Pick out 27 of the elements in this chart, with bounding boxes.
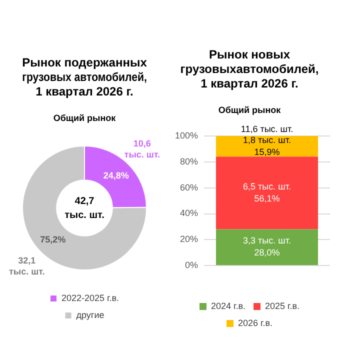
y-tick-label: 40% bbox=[180, 208, 198, 218]
bar bbox=[216, 156, 318, 230]
text: 24,8% bbox=[103, 170, 129, 181]
bar bbox=[216, 136, 318, 157]
y-tick-label: 80% bbox=[180, 156, 198, 166]
legend-label: другие bbox=[76, 310, 104, 320]
annotation: 11,6 тыс. шт. bbox=[240, 124, 294, 134]
legend-label: 2026 г.в. bbox=[238, 318, 273, 328]
chart-subtitle: Общий рынок bbox=[53, 113, 116, 124]
legend-label: 2024 г.в. bbox=[211, 300, 246, 311]
y-tick-label: 100% bbox=[174, 130, 198, 140]
chart-title: Рынок новых грузовыхавтомобилей, 1 квартал 2026 г. bbox=[180, 48, 319, 90]
legend-label: 2025 г.в. bbox=[265, 300, 300, 311]
data-label: 10,6 тыс. шт. bbox=[124, 138, 160, 160]
data-label: 32,1 тыс. шт. bbox=[8, 255, 45, 276]
chart-title: Рынок подержанных грузовых автомобилей, 1 квартал 2026 г. bbox=[22, 56, 148, 98]
text: 42,7 тыс. шт. bbox=[64, 196, 105, 221]
y-tick-label: 60% bbox=[180, 182, 198, 192]
data-label: 1,8 тыс. шт. 15,9% bbox=[243, 134, 291, 157]
y-tick-label: 0% bbox=[185, 260, 198, 270]
data-label: 3,3 тыс. шт. 28,0% bbox=[243, 236, 291, 258]
legend-label: 2022-2025 г.в. bbox=[61, 292, 120, 303]
data-label: 6,5 тыс. шт. 56,1% bbox=[243, 181, 291, 204]
bar bbox=[216, 229, 318, 266]
y-tick-label: 20% bbox=[180, 234, 198, 244]
text: 75,2% bbox=[40, 234, 66, 244]
chart-subtitle: Общий рынок bbox=[218, 105, 282, 116]
